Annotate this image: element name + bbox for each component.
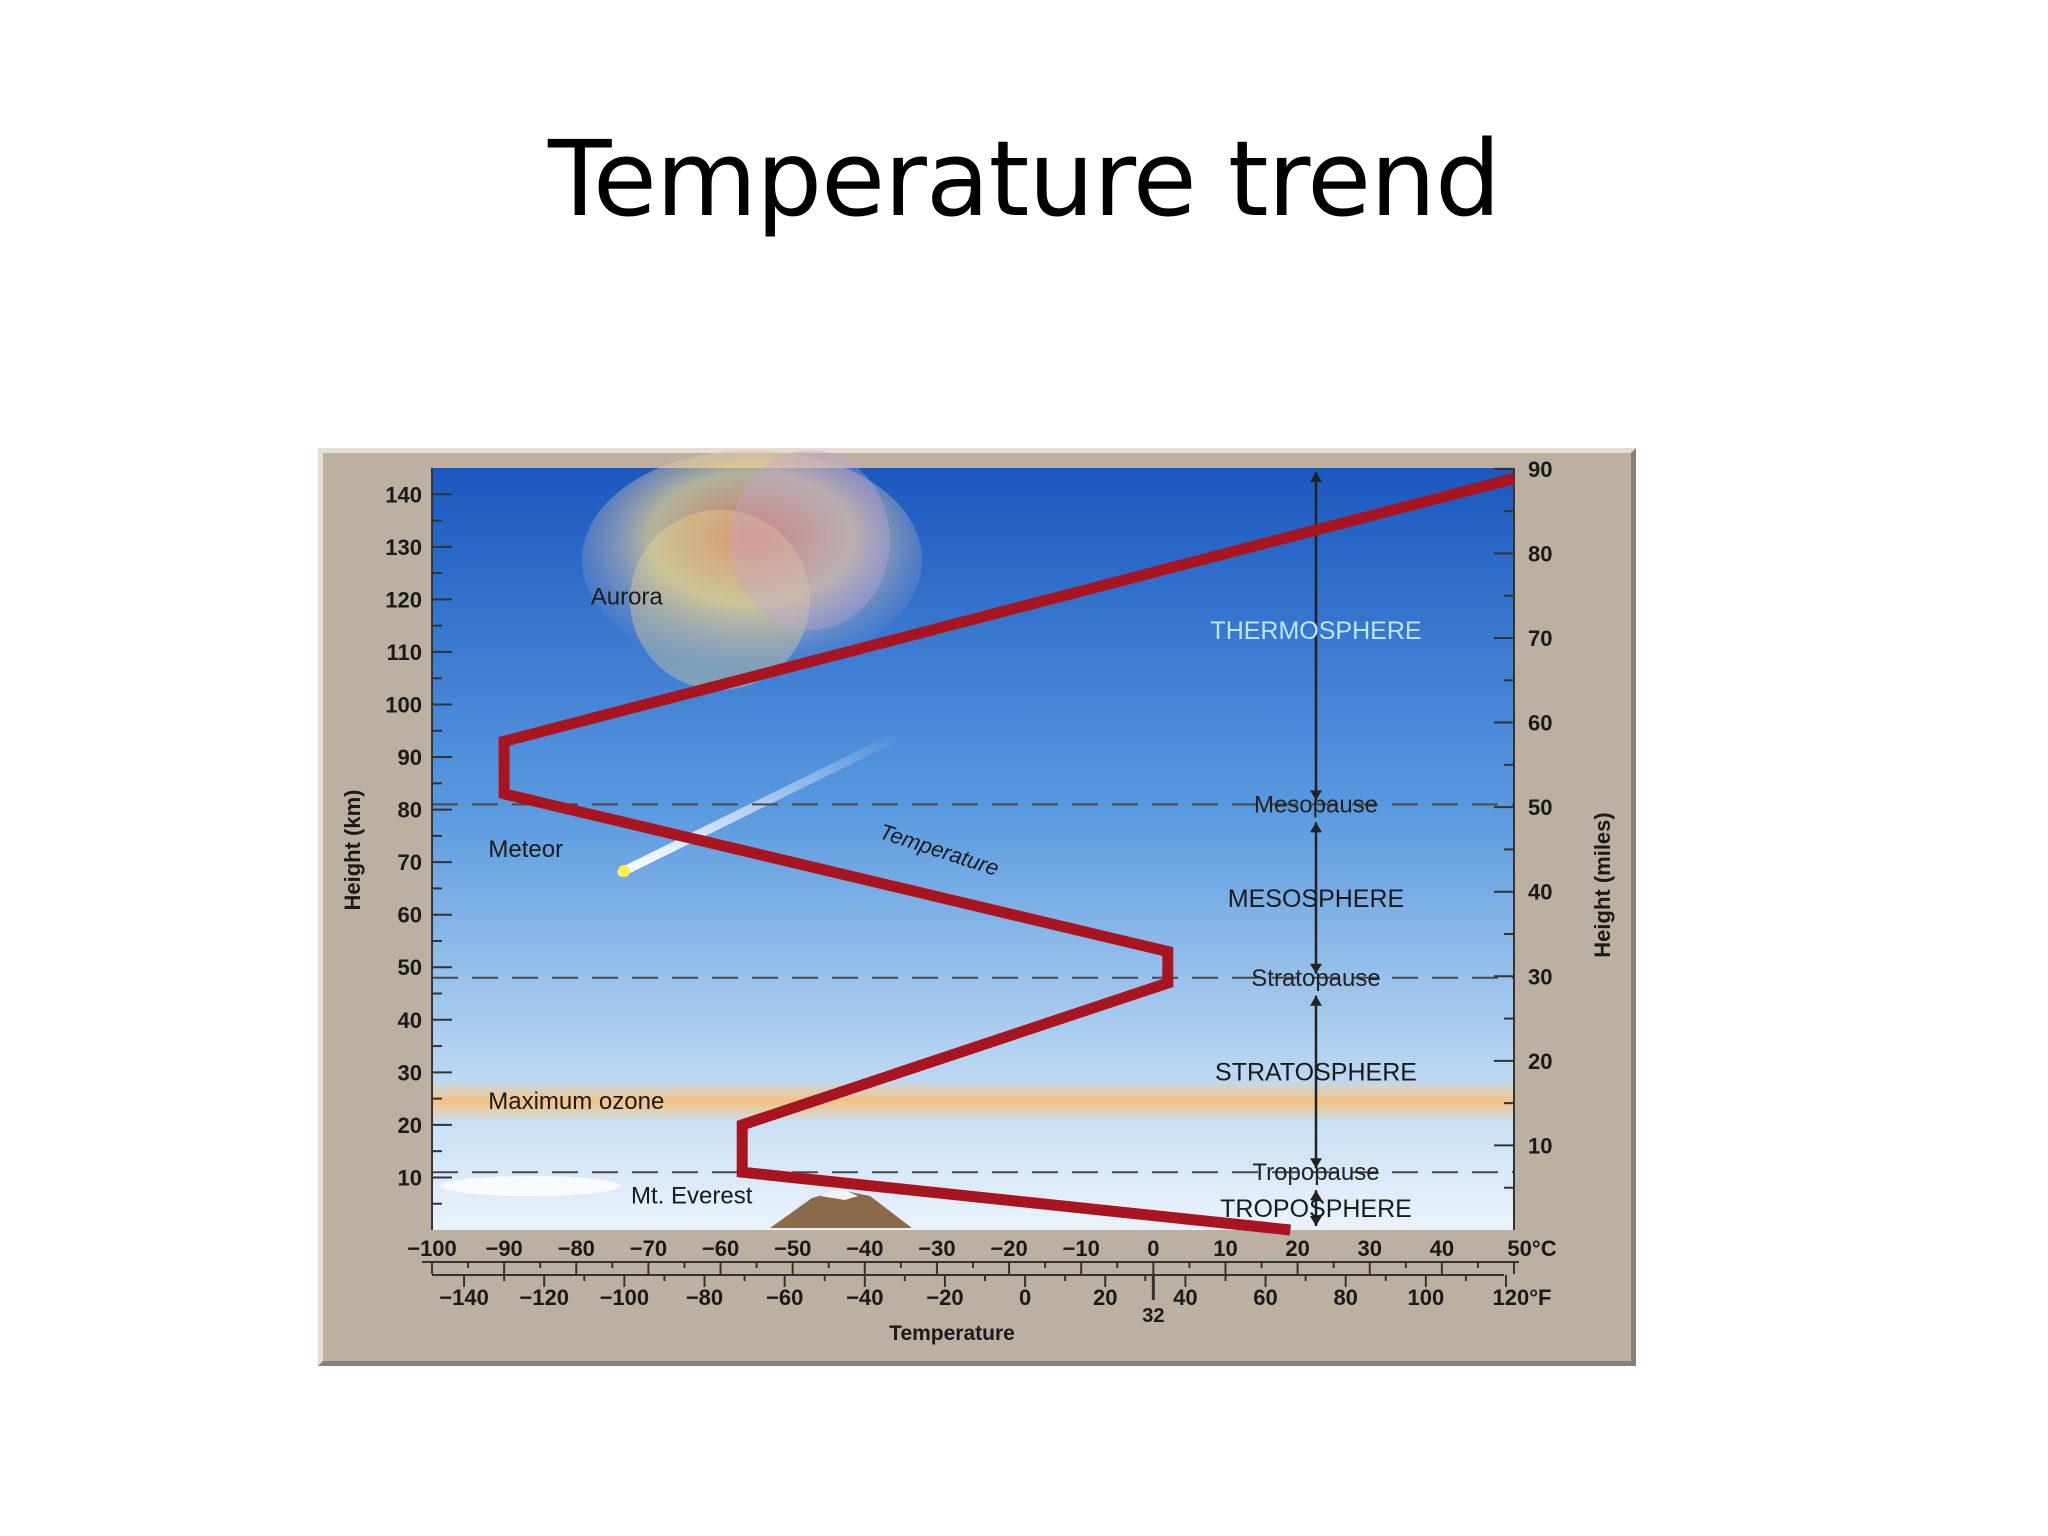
x2-tick-label: −20 (926, 1285, 963, 1310)
y-tick-label: 140 (385, 482, 422, 507)
layer-arrowhead-down (1310, 963, 1322, 974)
x2-tick-label: 120°F (1493, 1285, 1552, 1310)
x-tick-label: 20 (1285, 1236, 1309, 1261)
y2-tick-label: 10 (1528, 1133, 1552, 1158)
x2-tick-label: 40 (1173, 1285, 1197, 1310)
y-tick-label: 80 (398, 798, 422, 823)
y2-tick-label: 20 (1528, 1049, 1552, 1074)
y-axis-title: Height (km) (340, 790, 365, 911)
x2-tick-label: −40 (846, 1285, 883, 1310)
annotation-label: Aurora (591, 584, 664, 611)
layer-arrowhead-down (1310, 1216, 1322, 1226)
x-axis-title: Temperature (889, 1322, 1015, 1345)
layer-label: THERMOSPHERE (1210, 617, 1421, 645)
x-tick-label: −10 (1063, 1236, 1100, 1261)
y-tick-label: 110 (387, 640, 423, 665)
x-tick-label: −50 (774, 1236, 811, 1261)
y-tick-label: 30 (398, 1060, 422, 1085)
y2-tick-label: 40 (1528, 880, 1552, 905)
slide-title: Temperature trend (547, 118, 1501, 240)
y2-tick-label: 60 (1528, 711, 1552, 736)
layer-arrowhead-up (1310, 472, 1322, 482)
ozone-label: Maximum ozone (488, 1088, 664, 1115)
layer-arrowhead-up (1310, 1190, 1322, 1201)
x-tick-label: −40 (846, 1236, 883, 1261)
y-tick-label: 120 (385, 587, 422, 612)
annotation-label: Meteor (488, 836, 563, 863)
layer-arrowhead-down (1310, 790, 1322, 801)
x2-tick-label: 80 (1333, 1285, 1357, 1310)
x2-tick-label: −120 (519, 1285, 569, 1310)
x-tick-label: −70 (630, 1236, 667, 1261)
y2-tick-label: 50 (1528, 795, 1552, 820)
y2-tick-label: 30 (1528, 964, 1552, 989)
x-tick-label: 10 (1213, 1236, 1237, 1261)
layer-arrowhead-down (1310, 1158, 1322, 1169)
y2-tick-label: 90 (1528, 457, 1552, 482)
layer-label: MESOSPHERE (1228, 885, 1404, 913)
y-tick-label: 70 (398, 850, 422, 875)
x-tick-label: −80 (558, 1236, 595, 1261)
layer-arrowhead-up (1310, 995, 1322, 1006)
x2-tick-label: 60 (1253, 1285, 1277, 1310)
x-tick-label: 40 (1430, 1236, 1454, 1261)
x2-tick-label: −60 (766, 1285, 803, 1310)
y-tick-label: 90 (398, 745, 422, 770)
x-tick-label: 0 (1147, 1236, 1159, 1261)
y-tick-label: 100 (385, 692, 422, 717)
x-tick-label: 50°C (1507, 1236, 1556, 1261)
x2-tick-label: −80 (686, 1285, 723, 1310)
mt-everest (440, 1176, 912, 1228)
x-tick-label: 30 (1357, 1236, 1381, 1261)
freezing-label: 32 (1142, 1305, 1164, 1327)
y-tick-label: 40 (398, 1008, 422, 1033)
y2-tick-label: 80 (1528, 541, 1552, 566)
y-tick-label: 10 (398, 1165, 422, 1190)
x-tick-label: −20 (990, 1236, 1027, 1261)
y2-axis-title: Height (miles) (1590, 812, 1615, 957)
temperature-curve (498, 473, 1516, 1236)
y-tick-label: 20 (398, 1113, 422, 1138)
x2-tick-label: 0 (1019, 1285, 1031, 1310)
y-tick-label: 50 (398, 955, 422, 980)
x-tick-label: −30 (918, 1236, 955, 1261)
layer-arrowhead-up (1310, 822, 1322, 833)
x-tick-label: −60 (702, 1236, 739, 1261)
x2-tick-label: −140 (439, 1285, 489, 1310)
x-tick-label: −100 (407, 1236, 457, 1261)
aurora (582, 450, 922, 690)
x2-tick-label: 100 (1407, 1285, 1444, 1310)
annotation-label: Mt. Everest (631, 1183, 753, 1210)
y2-tick-label: 70 (1528, 626, 1552, 651)
x2-tick-label: −100 (600, 1285, 650, 1310)
layer-label: TROPOSPHERE (1220, 1195, 1412, 1223)
layer-label: STRATOSPHERE (1215, 1058, 1417, 1086)
x2-tick-label: 20 (1093, 1285, 1117, 1310)
y-tick-label: 60 (398, 903, 422, 928)
ozone-band (432, 1082, 1514, 1120)
x-tick-label: −90 (485, 1236, 522, 1261)
y-tick-label: 130 (385, 535, 422, 560)
